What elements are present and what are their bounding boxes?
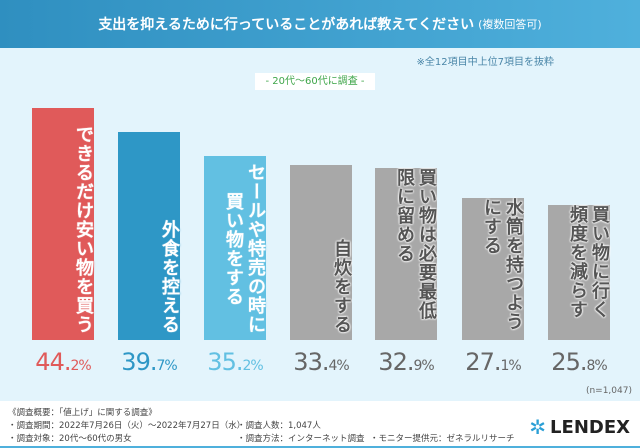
value-label: 39.7% (121, 348, 177, 376)
bar-label: セールや特売の時に 買い物をする (204, 163, 266, 334)
bar: 買い物は必要最低限に留める (375, 167, 437, 340)
value-label: 27.1% (465, 348, 521, 376)
bar-label: 水筒を持つようにする (462, 198, 524, 334)
note: ※全12項目中上位7項目を抜粋 (416, 57, 554, 68)
bar-label: できるだけ安い物を買う (32, 125, 94, 334)
bar: 水筒を持つようにする (462, 198, 524, 340)
title-text: 支出を抑えるために行っていることがあれば教えてください (98, 17, 475, 33)
bar-label-line: 自炊をする (331, 239, 352, 334)
title-suffix: (複数回答可) (478, 18, 542, 31)
monitor-provider: ・モニター提供元：ゼネラルリサーチ (370, 434, 515, 444)
lendex-logo: ✲ LENDEX (529, 415, 630, 439)
value-label: 32.9% (378, 348, 434, 376)
survey-count: ・調査人数：1,047人 (237, 421, 321, 431)
value-label: 35.2% (207, 348, 263, 376)
bar-label: 買い物に行く頻度を減らす (548, 205, 610, 334)
bar-label-line: 外食を控える (159, 220, 180, 334)
bar: できるだけ安い物を買う (32, 108, 94, 340)
bar: 自炊をする (290, 164, 352, 340)
bar-label-line: セールや特売の時に (245, 163, 266, 334)
survey-scope: - 20代～60代に調査 - (255, 73, 375, 90)
survey-overview: 《調査概要：「値上げ」に関する調査》 (8, 408, 157, 418)
bar-label: 外食を控える (118, 220, 180, 334)
survey-method: ・調査方法：インターネット調査 (237, 434, 365, 444)
bar-label-line: 買い物をする (223, 191, 244, 306)
chart-title: 支出を抑えるために行っていることがあれば教えてください (複数回答可) (0, 0, 640, 48)
footer: 《調査概要：「値上げ」に関する調査》 ・調査期間：2022年7月26日（火）～2… (0, 401, 640, 448)
bar: 買い物に行く頻度を減らす (548, 204, 610, 340)
value-label: 25.8% (551, 348, 607, 376)
logo-mark-icon: ✲ (529, 415, 547, 439)
sample-size: (n=1,047) (585, 386, 632, 396)
bar: セールや特売の時に 買い物をする (204, 155, 266, 340)
bar-label: 自炊をする (290, 239, 352, 334)
bar: 外食を控える (118, 131, 180, 340)
bar-label-line: 水筒を持つようにする (481, 198, 524, 331)
bar-label-line: できるだけ安い物を買う (73, 125, 94, 334)
bar-label-line: 買い物は必要最低限に留める (394, 167, 437, 320)
survey-target: ・調査対象：20代～60代の男女 (8, 434, 132, 444)
value-label: 44.2% (35, 348, 91, 376)
logo-text: LENDEX (550, 416, 630, 438)
survey-period: ・調査期間：2022年7月26日（火）～2022年7月27日（水） (8, 421, 246, 431)
bar-label-line: 買い物に行く頻度を減らす (567, 204, 610, 319)
value-label: 33.4% (293, 348, 349, 376)
bar-label: 買い物は必要最低限に留める (375, 168, 437, 334)
